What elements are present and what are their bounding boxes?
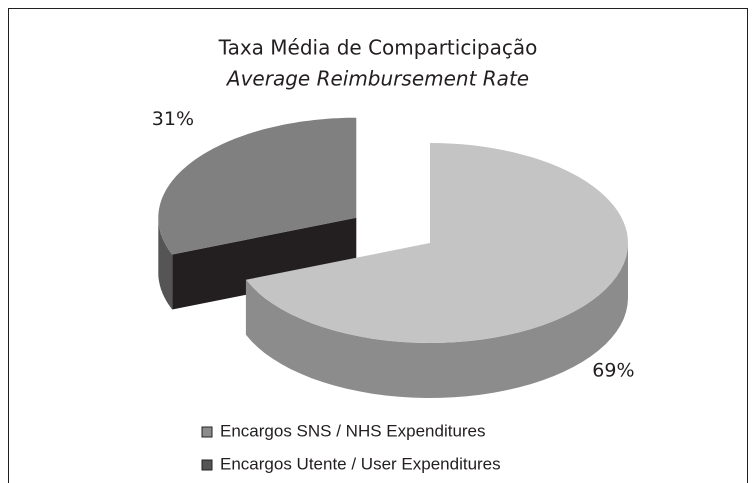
legend-label: Encargos Utente / User Expenditures: [220, 454, 501, 473]
legend-swatch: [201, 459, 213, 471]
data-label: 31%: [152, 108, 194, 130]
slice-cut-face: [172, 217, 357, 310]
chart-title: Taxa Média de Comparticipação: [218, 36, 538, 60]
slice-side: [158, 217, 173, 310]
slice-side: [245, 243, 628, 398]
legend-label: Encargos SNS / NHS Expenditures: [220, 421, 486, 440]
chart-frame: [8, 8, 748, 483]
data-label: 69%: [592, 360, 634, 382]
slice: [245, 143, 628, 343]
chart-subtitle: Average Reimbursement Rate: [225, 67, 529, 91]
slice: [158, 117, 357, 255]
legend-swatch: [201, 426, 213, 438]
